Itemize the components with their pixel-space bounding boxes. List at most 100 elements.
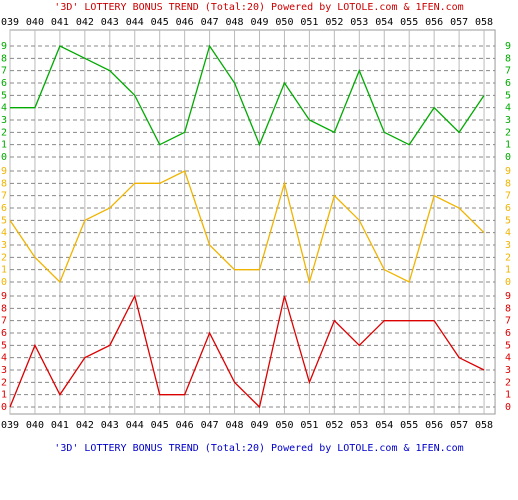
chart-title: '3D' LOTTERY BONUS TREND (Total:20) Powe… xyxy=(54,2,463,13)
y-tick-label: 8 xyxy=(505,178,511,189)
y-tick-label: 4 xyxy=(505,103,511,114)
x-tick-label: 052 xyxy=(325,420,343,431)
x-tick-label: 056 xyxy=(425,420,443,431)
y-tick-label: 0 xyxy=(505,152,511,163)
x-tick-label: 055 xyxy=(400,420,418,431)
x-tick-label: 053 xyxy=(350,420,368,431)
y-tick-label: 4 xyxy=(505,353,511,364)
y-tick-label: 5 xyxy=(505,215,511,226)
x-tick-label: 057 xyxy=(450,17,468,28)
y-tick-label: 3 xyxy=(1,115,7,126)
x-tick-label: 039 xyxy=(1,17,19,28)
y-tick-label: 6 xyxy=(505,328,511,339)
y-tick-label: 9 xyxy=(1,291,7,302)
y-tick-label: 3 xyxy=(505,115,511,126)
y-tick-label: 8 xyxy=(1,53,7,64)
y-tick-label: 2 xyxy=(1,127,7,138)
y-tick-label: 6 xyxy=(1,328,7,339)
x-tick-label: 051 xyxy=(300,420,318,431)
x-tick-label: 040 xyxy=(26,420,44,431)
y-tick-label: 0 xyxy=(1,152,7,163)
x-tick-label: 052 xyxy=(325,17,343,28)
x-tick-label: 058 xyxy=(475,17,493,28)
x-tick-label: 051 xyxy=(300,17,318,28)
y-tick-label: 0 xyxy=(505,402,511,413)
x-tick-label: 058 xyxy=(475,420,493,431)
y-tick-label: 8 xyxy=(505,303,511,314)
y-tick-label: 4 xyxy=(1,353,7,364)
y-tick-label: 9 xyxy=(505,166,511,177)
y-tick-label: 2 xyxy=(1,252,7,263)
x-tick-label: 048 xyxy=(226,17,244,28)
y-tick-label: 3 xyxy=(1,240,7,251)
y-tick-label: 8 xyxy=(1,178,7,189)
y-tick-label: 9 xyxy=(505,291,511,302)
y-tick-label: 7 xyxy=(1,316,7,327)
x-tick-label: 041 xyxy=(51,420,69,431)
x-tick-label: 047 xyxy=(201,420,219,431)
x-tick-label: 055 xyxy=(400,17,418,28)
y-tick-label: 8 xyxy=(1,303,7,314)
y-tick-label: 5 xyxy=(1,215,7,226)
x-tick-label: 041 xyxy=(51,17,69,28)
y-tick-label: 8 xyxy=(505,53,511,64)
x-tick-label: 053 xyxy=(350,17,368,28)
y-tick-label: 4 xyxy=(1,228,7,239)
y-tick-label: 9 xyxy=(1,41,7,52)
y-tick-label: 6 xyxy=(505,203,511,214)
x-tick-label: 039 xyxy=(1,420,19,431)
y-tick-label: 1 xyxy=(505,390,511,401)
x-tick-label: 044 xyxy=(126,420,144,431)
y-tick-label: 4 xyxy=(1,103,7,114)
trend-line xyxy=(9,294,485,409)
x-tick-label: 042 xyxy=(76,17,94,28)
y-tick-label: 1 xyxy=(1,140,7,151)
x-tick-label: 048 xyxy=(226,420,244,431)
y-tick-label: 6 xyxy=(1,78,7,89)
chart-footer: '3D' LOTTERY BONUS TREND (Total:20) Powe… xyxy=(54,443,463,454)
x-tick-label: 047 xyxy=(201,17,219,28)
y-tick-label: 5 xyxy=(1,340,7,351)
y-tick-label: 5 xyxy=(505,340,511,351)
y-tick-label: 1 xyxy=(505,140,511,151)
x-tick-label: 049 xyxy=(250,420,268,431)
x-tick-label: 054 xyxy=(375,420,393,431)
y-tick-label: 2 xyxy=(1,377,7,388)
y-tick-label: 7 xyxy=(505,316,511,327)
y-tick-label: 3 xyxy=(1,365,7,376)
x-tick-label: 049 xyxy=(250,17,268,28)
x-tick-label: 046 xyxy=(176,420,194,431)
trend-line xyxy=(10,44,485,147)
y-tick-label: 0 xyxy=(1,277,7,288)
x-tick-label: 050 xyxy=(275,17,293,28)
y-tick-label: 5 xyxy=(505,90,511,101)
x-tick-label: 050 xyxy=(275,420,293,431)
x-tick-label: 040 xyxy=(26,17,44,28)
y-tick-label: 1 xyxy=(1,390,7,401)
x-tick-label: 054 xyxy=(375,17,393,28)
y-tick-label: 0 xyxy=(1,402,7,413)
y-tick-label: 4 xyxy=(505,228,511,239)
y-tick-label: 1 xyxy=(505,265,511,276)
y-tick-label: 9 xyxy=(1,166,7,177)
x-tick-label: 045 xyxy=(151,17,169,28)
y-tick-label: 7 xyxy=(505,191,511,202)
y-tick-label: 0 xyxy=(505,277,511,288)
y-tick-label: 7 xyxy=(1,191,7,202)
x-tick-label: 043 xyxy=(101,420,119,431)
x-tick-label: 056 xyxy=(425,17,443,28)
y-tick-label: 1 xyxy=(1,265,7,276)
y-tick-label: 9 xyxy=(505,41,511,52)
x-tick-label: 045 xyxy=(151,420,169,431)
x-tick-label: 046 xyxy=(176,17,194,28)
y-tick-label: 2 xyxy=(505,127,511,138)
y-tick-label: 7 xyxy=(505,66,511,77)
y-tick-label: 3 xyxy=(505,240,511,251)
x-tick-label: 044 xyxy=(126,17,144,28)
y-tick-label: 3 xyxy=(505,365,511,376)
y-tick-label: 7 xyxy=(1,66,7,77)
y-tick-label: 5 xyxy=(1,90,7,101)
y-tick-label: 2 xyxy=(505,252,511,263)
x-tick-label: 057 xyxy=(450,420,468,431)
y-tick-label: 2 xyxy=(505,377,511,388)
